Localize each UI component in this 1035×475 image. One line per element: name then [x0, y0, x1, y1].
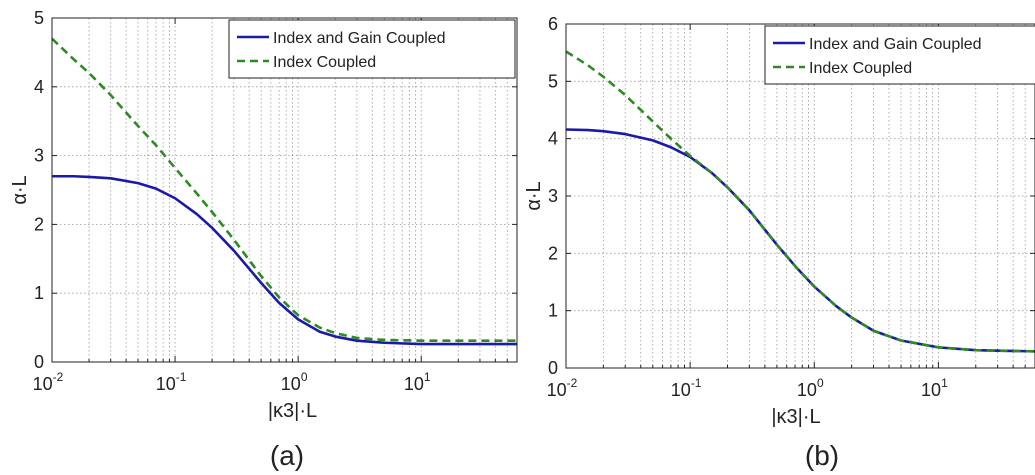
legend-label-1: Index and Gain Coupled	[809, 36, 982, 53]
x-tick-label: 10-2	[547, 376, 578, 400]
y-tick-label: 0	[548, 358, 558, 378]
y-tick-label: 1	[34, 283, 44, 303]
x-axis-label-a: |κ3|·L	[268, 400, 317, 422]
legend-box	[764, 25, 1035, 85]
y-tick-label: 5	[34, 8, 44, 28]
legend-label-2: Index Coupled	[273, 54, 376, 71]
legend-box	[228, 19, 516, 79]
x-tick-label: 101	[921, 376, 948, 400]
y-tick-label: 5	[548, 71, 558, 91]
x-tick-label: 10-1	[671, 376, 702, 400]
legend-b: Index and Gain Coupled Index Coupled	[764, 25, 1035, 85]
chart-a: 0 1 2 3 4 5 10-2 10-1 100 101 |κ3|·L α·L Index and G…	[9, 8, 518, 471]
x-tick-label: 10-1	[156, 370, 187, 394]
series-line-a-2	[52, 37, 517, 342]
x-tick-label: 100	[797, 376, 824, 400]
axes-frame-a	[51, 17, 518, 363]
x-tick-label: 10-2	[33, 370, 64, 394]
y-tick-label: 4	[548, 129, 558, 149]
y-tick-label: 1	[548, 301, 558, 321]
y-axis-label-b: α·L	[523, 181, 545, 210]
y-tick-label: 3	[34, 146, 44, 166]
x-axis-label-b: |κ3|·L	[771, 406, 820, 428]
y-axis-label-a: α·L	[9, 175, 31, 204]
series-line-b-2	[566, 50, 1035, 353]
chart-b: 0 1 2 3 4 5 6 10-2 10-1 100 101 |κ3|·L α·L Index and …	[523, 14, 1035, 471]
legend-label-1: Index and Gain Coupled	[273, 30, 446, 47]
y-tick-label: 0	[34, 352, 44, 372]
legend-a: Index and Gain Coupled Index Coupled	[228, 19, 516, 79]
x-tick-label: 100	[281, 370, 308, 394]
x-tick-label: 101	[404, 370, 431, 394]
caption-a: (a)	[270, 440, 304, 471]
y-tick-label: 2	[548, 243, 558, 263]
y-tick-label: 3	[548, 186, 558, 206]
y-tick-label: 6	[548, 14, 558, 34]
y-tick-label: 2	[34, 214, 44, 234]
legend-label-2: Index Coupled	[809, 60, 912, 77]
y-tick-label: 4	[34, 77, 44, 97]
caption-b: (b)	[805, 440, 839, 471]
series-line-a-1	[52, 174, 517, 346]
